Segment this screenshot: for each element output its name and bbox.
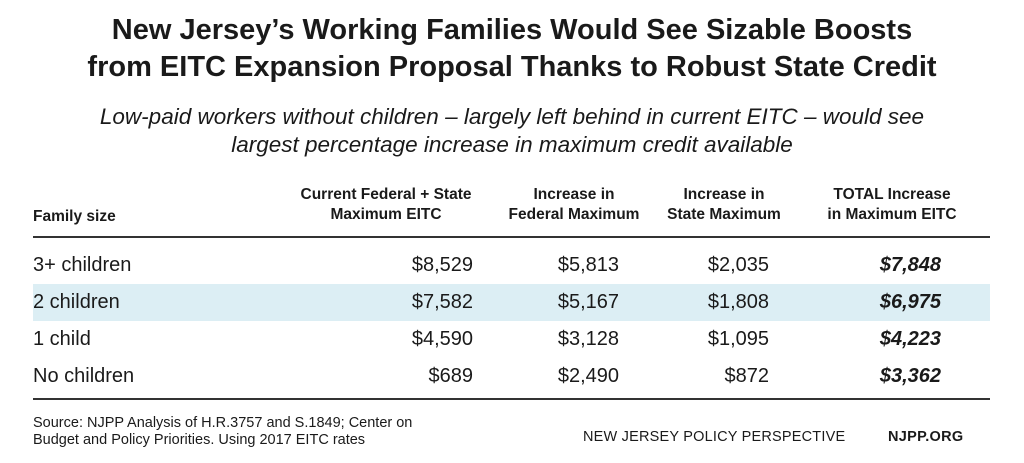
chart-subtitle-line-2: largest percentage increase in maximum c… bbox=[231, 132, 793, 157]
table-bottom-divider bbox=[33, 398, 990, 400]
website-link[interactable]: NJPP.ORG bbox=[888, 429, 964, 445]
cell-state-increase: $2,035 bbox=[707, 254, 769, 276]
header-state-increase: Increase in State Maximum bbox=[646, 185, 802, 225]
cell-total-increase: $3,362 bbox=[879, 365, 941, 387]
header-federal-increase: Increase in Federal Maximum bbox=[490, 185, 658, 225]
chart-title: New Jersey’s Working Families Would See … bbox=[0, 12, 1024, 86]
header-total-increase-line-2: in Maximum EITC bbox=[827, 206, 957, 223]
organization-name: NEW JERSEY POLICY PERSPECTIVE bbox=[583, 429, 846, 445]
cell-federal-increase: $5,813 bbox=[557, 254, 619, 276]
header-divider bbox=[33, 236, 990, 238]
source-line-2: Budget and Policy Priorities. Using 2017… bbox=[33, 432, 366, 448]
cell-state-increase: $1,808 bbox=[707, 291, 769, 313]
source-note: Source: NJPP Analysis of H.R.3757 and S.… bbox=[33, 415, 503, 449]
header-state-increase-line-2: State Maximum bbox=[667, 206, 781, 223]
cell-federal-increase: $5,167 bbox=[557, 291, 619, 313]
cell-total-increase: $4,223 bbox=[879, 328, 941, 350]
header-total-increase: TOTAL Increase in Maximum EITC bbox=[796, 185, 988, 225]
header-family-size: Family size bbox=[33, 207, 116, 227]
cell-current-max: $8,529 bbox=[411, 254, 473, 276]
row-label: 2 children bbox=[33, 291, 120, 313]
row-label: No children bbox=[33, 365, 135, 387]
chart-title-line-1: New Jersey’s Working Families Would See … bbox=[111, 14, 913, 46]
cell-federal-increase: $3,128 bbox=[557, 328, 619, 350]
row-label: 1 child bbox=[33, 328, 91, 350]
cell-current-max: $689 bbox=[428, 365, 474, 387]
header-total-increase-line-1: TOTAL Increase bbox=[833, 186, 951, 203]
header-federal-increase-line-2: Federal Maximum bbox=[508, 206, 640, 223]
header-family-size-text: Family size bbox=[33, 208, 116, 225]
table-row-3plus-children: 3+ children $8,529 $5,813 $2,035 $7,848 bbox=[33, 247, 990, 284]
table-row-no-children: No children $689 $2,490 $872 $3,362 bbox=[33, 358, 990, 395]
header-current-max: Current Federal + State Maximum EITC bbox=[270, 185, 502, 225]
header-state-increase-line-1: Increase in bbox=[683, 186, 765, 203]
cell-federal-increase: $2,490 bbox=[557, 365, 619, 387]
header-federal-increase-line-1: Increase in bbox=[533, 186, 615, 203]
header-current-max-line-1: Current Federal + State bbox=[300, 186, 472, 203]
source-line-1: Source: NJPP Analysis of H.R.3757 and S.… bbox=[33, 415, 413, 431]
table-row-2-children: 2 children $7,582 $5,167 $1,808 $6,975 bbox=[33, 284, 990, 321]
cell-state-increase: $872 bbox=[724, 365, 770, 387]
cell-current-max: $7,582 bbox=[411, 291, 473, 313]
row-label: 3+ children bbox=[33, 254, 132, 276]
cell-total-increase: $6,975 bbox=[879, 291, 941, 313]
chart-title-line-2: from EITC Expansion Proposal Thanks to R… bbox=[87, 51, 937, 83]
cell-current-max: $4,590 bbox=[411, 328, 473, 350]
cell-state-increase: $1,095 bbox=[707, 328, 769, 350]
chart-subtitle: Low-paid workers without children – larg… bbox=[0, 103, 1024, 159]
cell-total-increase: $7,848 bbox=[879, 254, 941, 276]
header-current-max-line-2: Maximum EITC bbox=[330, 206, 442, 223]
table-row-1-child: 1 child $4,590 $3,128 $1,095 $4,223 bbox=[33, 321, 990, 358]
chart-subtitle-line-1: Low-paid workers without children – larg… bbox=[99, 104, 925, 129]
